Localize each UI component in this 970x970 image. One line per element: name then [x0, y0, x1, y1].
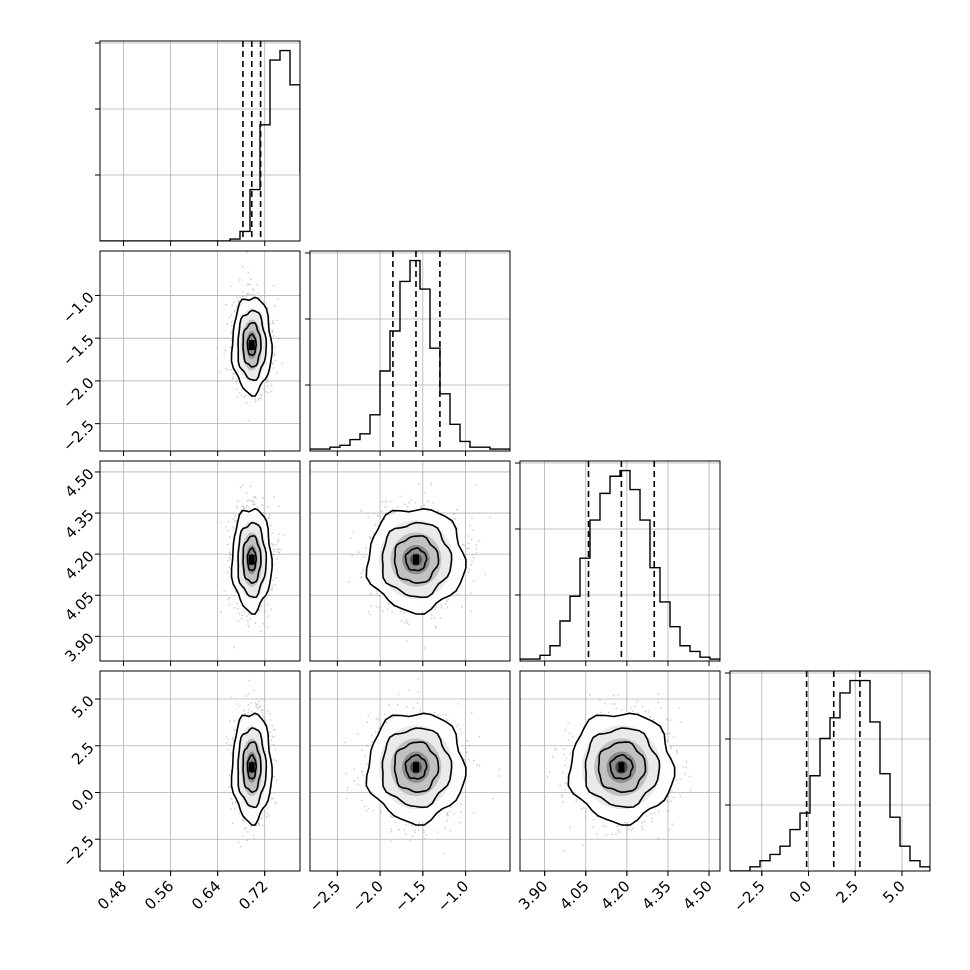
histogram-panel-2 [515, 460, 721, 666]
y-tick-label: 3.90 [61, 629, 97, 665]
contour-line-2 [242, 321, 262, 368]
histogram-step-3 [730, 679, 930, 871]
contour-line-2 [242, 535, 262, 584]
contour-line-3 [404, 754, 428, 780]
contour-line-3 [404, 547, 428, 572]
histogram-step-2 [520, 469, 720, 661]
y-tick-label: −1.5 [59, 331, 97, 369]
x-tick-label: 5.0 [879, 877, 909, 907]
x-tick-label: 3.90 [515, 877, 551, 913]
scatter-panel-0-3 [99, 670, 301, 876]
x-tick-label: 0.0 [786, 877, 816, 907]
x-tick-label: 0.72 [235, 877, 271, 913]
panel-frame [309, 670, 511, 872]
y-tick-label: 0.0 [68, 785, 98, 815]
contour-line-0 [230, 507, 273, 615]
x-tick-label: −1.0 [434, 877, 472, 915]
scatter-panel-1-3 [309, 670, 511, 876]
density-layer [546, 693, 692, 852]
contour-line-0 [230, 712, 273, 826]
panel-frame [99, 40, 301, 242]
contour-line-0 [365, 507, 467, 615]
histogram-step-1 [310, 259, 510, 451]
density-peak [248, 340, 255, 351]
x-tick-label: 4.50 [680, 877, 716, 913]
density-peak [248, 554, 255, 565]
x-tick-label: −2.5 [306, 877, 344, 915]
contour-line-0 [365, 712, 467, 826]
density-layer [348, 481, 491, 649]
y-tick-label: −2.5 [59, 832, 97, 870]
scatter-panel-2-3 [519, 670, 721, 876]
y-tick-label: 2.5 [68, 739, 98, 769]
contour-line-1 [237, 727, 268, 809]
x-tick-label: −2.5 [730, 877, 768, 915]
contour-line-3 [246, 754, 258, 780]
scatter-panel-1-2 [309, 460, 511, 666]
contour-line-1 [237, 521, 268, 599]
y-tick-label: 5.0 [68, 692, 98, 722]
contour-line-3 [246, 333, 258, 357]
density-peak [618, 762, 625, 773]
x-tick-label: 4.20 [597, 877, 633, 913]
x-tick-label: 4.05 [556, 877, 592, 913]
x-tick-label: −2.0 [348, 877, 386, 915]
panel-frame [309, 460, 511, 662]
y-tick-label: −2.5 [59, 417, 97, 455]
y-tick-label: 4.35 [61, 506, 97, 542]
contour-line-2 [242, 741, 262, 794]
scatter-panel-0-2 [99, 460, 301, 666]
y-tick-label: 4.50 [61, 465, 97, 501]
x-tick-label: 0.64 [188, 877, 224, 913]
y-tick-label: 4.05 [61, 588, 97, 624]
contour-line-0 [230, 296, 273, 397]
contour-line-3 [246, 546, 258, 572]
density-layer [219, 484, 285, 649]
histogram-panel-0 [95, 40, 301, 246]
contour-line-3 [609, 754, 634, 780]
panel-frame [99, 460, 301, 662]
contour-line-1 [584, 727, 661, 809]
x-tick-label: 0.48 [94, 877, 130, 913]
density-peak [248, 762, 255, 773]
y-tick-label: −2.0 [59, 374, 97, 412]
x-tick-label: −1.5 [391, 877, 429, 915]
histogram-panel-1 [305, 250, 511, 456]
histogram-panel-3 [725, 670, 931, 876]
contour-line-1 [381, 727, 453, 809]
panel-frame [309, 250, 511, 452]
panel-frame [99, 670, 301, 872]
y-tick-label: 4.20 [61, 547, 97, 583]
histogram-step-0 [100, 49, 300, 241]
tick-labels: 0.48 0.56 0.64 0.72 −2.5 −2.0 −1.5 −1.0 3.90 4.05… [59, 288, 909, 915]
x-tick-label: 4.35 [638, 877, 674, 913]
density-peak [412, 762, 419, 773]
panel-frame [99, 250, 301, 452]
contour-line-1 [237, 309, 268, 382]
x-tick-label: 0.56 [141, 877, 177, 913]
contour-line-0 [567, 712, 676, 826]
density-layer [225, 679, 278, 848]
scatter-panel-0-1 [99, 250, 301, 456]
contour-line-2 [393, 741, 440, 794]
panel-frame [519, 670, 721, 872]
y-tick-label: −1.0 [59, 288, 97, 326]
contour-line-2 [597, 741, 647, 794]
density-layer [216, 251, 283, 422]
x-tick-label: 2.5 [832, 877, 862, 907]
contour-line-2 [393, 535, 440, 584]
density-peak [412, 554, 419, 565]
contour-line-1 [381, 521, 453, 599]
panel-frame [519, 460, 721, 662]
density-layer [343, 678, 501, 855]
panel-frame [729, 670, 931, 872]
